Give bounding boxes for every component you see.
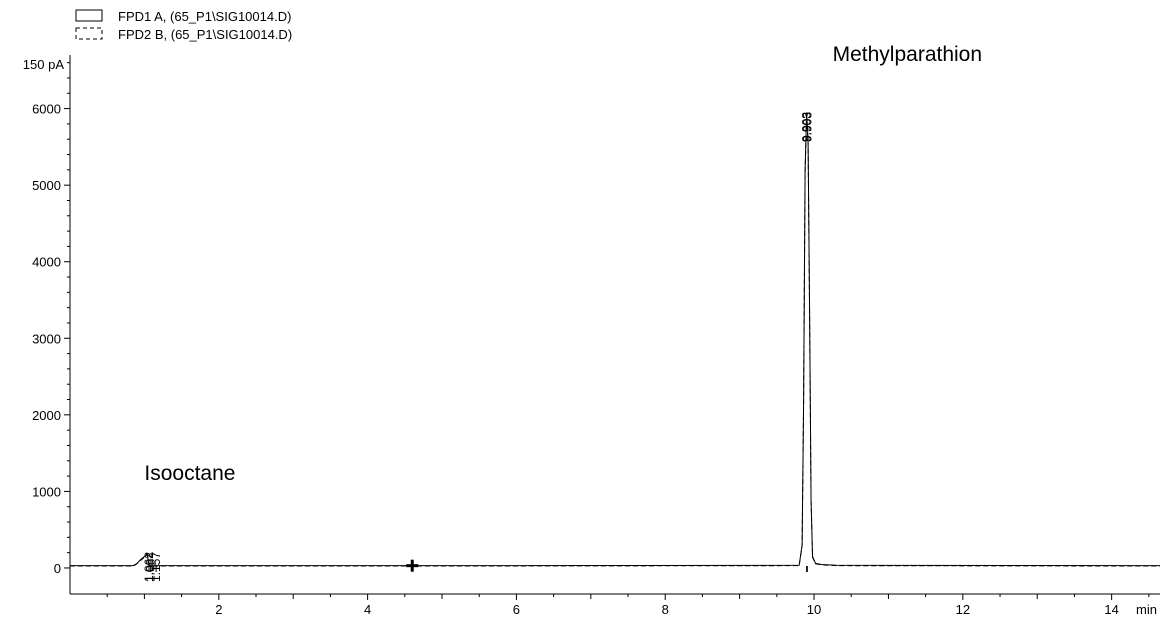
x-tick-label: 2: [215, 602, 222, 617]
x-unit-label: min: [1136, 602, 1157, 617]
legend-swatch-dashed: [75, 27, 103, 40]
y-tick-label: 3000: [32, 331, 61, 346]
y-tick-label: 6000: [32, 102, 61, 117]
series-line-dashed: [70, 116, 1160, 567]
x-axis-ticks: 2 4 6 8 10 12 14: [106, 594, 1150, 617]
annotation-methylparathion: Methylparathion: [833, 43, 982, 66]
y-tick-label: 5000: [32, 178, 61, 193]
y-tick-label: 2000: [32, 408, 61, 423]
legend-label-fpd1: FPD1 A, (65_P1\SIG10014.D): [118, 9, 291, 24]
peak-retention-label: 1.062: [142, 552, 156, 582]
x-tick-label: 10: [807, 602, 821, 617]
peak-retention-label: 1.157: [149, 552, 163, 582]
legend-label-fpd2: FPD2 B, (65_P1\SIG10014.D): [118, 27, 292, 42]
peak-retention-label: 9.903: [800, 112, 814, 142]
y-tick-label: 4000: [32, 255, 61, 270]
y-unit-label: 150 pA: [23, 57, 65, 72]
peak-retention-label: 1.084: [144, 552, 158, 582]
x-tick-label: 4: [364, 602, 371, 617]
x-tick-label: 6: [513, 602, 520, 617]
peak-retention-label: 9.903: [800, 112, 814, 142]
legend-swatch-solid: [75, 9, 103, 22]
plus-marker: [406, 559, 419, 572]
x-tick-label: 8: [662, 602, 669, 617]
y-tick-label: 0: [54, 561, 61, 576]
annotation-isooctane: Isooctane: [144, 462, 235, 485]
x-tick-label: 12: [956, 602, 970, 617]
series-line-solid: [70, 112, 1160, 567]
series-layer: [70, 112, 1160, 567]
y-tick-label: 1000: [32, 484, 61, 499]
y-axis-ticks: 0 1000 2000 3000 4000 5000 6000: [32, 62, 70, 576]
legend: FPD1 A, (65_P1\SIG10014.D) FPD2 B, (65_P…: [75, 9, 292, 42]
x-tick-label: 14: [1104, 602, 1118, 617]
